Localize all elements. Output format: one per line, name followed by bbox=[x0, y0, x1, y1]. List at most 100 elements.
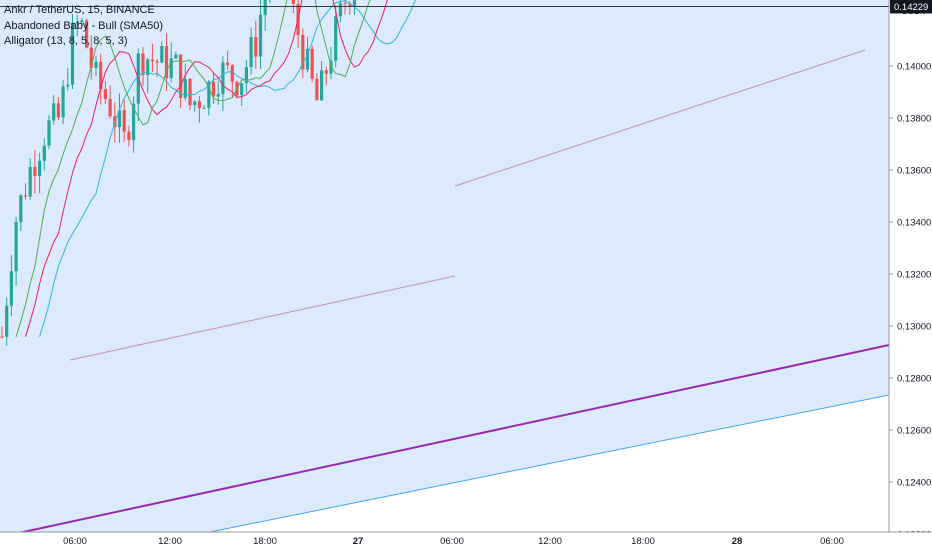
candle-body bbox=[19, 195, 23, 222]
candle-body bbox=[117, 110, 122, 128]
candle-body bbox=[23, 195, 28, 197]
candle-body bbox=[183, 79, 187, 98]
shaded-zone bbox=[0, 0, 889, 532]
trend-line-lower[interactable] bbox=[69, 275, 456, 361]
time-tick-label: 06:00 bbox=[820, 536, 844, 547]
candle-body bbox=[352, 0, 357, 6]
indicator-abandoned-baby-label: Abandoned Baby - Bull (SMA50) bbox=[4, 20, 163, 32]
candle-body bbox=[211, 81, 216, 97]
candle-body bbox=[169, 58, 173, 79]
price-tick-label: 0.14000 bbox=[897, 62, 931, 73]
alligator-jaw-line bbox=[39, 0, 417, 337]
price-tick-label: 0.13400 bbox=[897, 218, 931, 229]
candle-body bbox=[14, 221, 18, 272]
candle-body bbox=[9, 271, 13, 306]
candle-body bbox=[338, 3, 342, 17]
candle-body bbox=[47, 120, 51, 146]
alligator-lips-line bbox=[15, 0, 371, 337]
time-tick-label: 18:00 bbox=[631, 536, 655, 547]
candle-body bbox=[301, 34, 305, 70]
candle-body bbox=[103, 89, 107, 100]
candle-body bbox=[56, 103, 60, 118]
candle-body bbox=[305, 48, 310, 70]
candle-body bbox=[141, 53, 145, 76]
blue-trend-line[interactable] bbox=[209, 394, 890, 533]
time-tick-label: 18:00 bbox=[253, 536, 277, 547]
symbol-title: Ankr / TetherUS, 15, BINANCE bbox=[4, 4, 155, 16]
candle-body bbox=[52, 103, 56, 121]
candle-body bbox=[164, 46, 169, 79]
candle-body bbox=[263, 0, 267, 15]
time-tick-label: 28 bbox=[732, 536, 743, 547]
candle-body bbox=[146, 59, 150, 76]
candle-body bbox=[179, 54, 183, 98]
candle-body bbox=[174, 54, 178, 59]
candle-body bbox=[99, 61, 103, 90]
level-price-label: 0.14229 bbox=[894, 2, 928, 13]
trend-line-upper[interactable] bbox=[454, 49, 866, 187]
price-tick-label: 0.13600 bbox=[897, 166, 931, 177]
candle-body bbox=[188, 79, 192, 106]
purple-trend-line[interactable] bbox=[0, 344, 890, 538]
candle-body bbox=[89, 47, 93, 68]
candle-body bbox=[33, 166, 37, 176]
indicator-alligator-label: Alligator (13, 8, 5, 8, 5, 3) bbox=[4, 35, 128, 47]
time-axis-background bbox=[0, 532, 932, 550]
price-axis-background bbox=[889, 0, 932, 550]
candle-body bbox=[150, 59, 154, 62]
time-tick-label: 27 bbox=[353, 536, 364, 547]
candle-body bbox=[291, 0, 295, 4]
alligator-teeth-line bbox=[25, 0, 388, 337]
candle-body bbox=[244, 67, 248, 84]
candle-body bbox=[310, 48, 314, 79]
candle-body bbox=[75, 22, 79, 24]
candle-body bbox=[320, 70, 324, 101]
candle-body bbox=[94, 61, 98, 68]
time-tick-label: 12:00 bbox=[538, 536, 562, 547]
time-tick-label: 06:00 bbox=[63, 536, 87, 547]
candle-body bbox=[240, 83, 244, 96]
candle-body bbox=[348, 4, 352, 6]
candle-body bbox=[85, 20, 89, 48]
price-tick-label: 0.13000 bbox=[897, 322, 931, 333]
candle-body bbox=[132, 103, 136, 141]
price-tick-label: 0.12600 bbox=[897, 426, 931, 437]
candle-body bbox=[66, 84, 70, 87]
candle-body bbox=[28, 166, 32, 197]
candle-body bbox=[324, 70, 328, 74]
candle-body bbox=[61, 86, 65, 118]
candle-body bbox=[226, 62, 230, 66]
price-tick-label: 0.12800 bbox=[897, 374, 931, 385]
candle-body bbox=[197, 101, 201, 109]
candle-body bbox=[0, 336, 4, 338]
candle-body bbox=[122, 110, 126, 132]
candle-body bbox=[5, 305, 9, 337]
candle-body bbox=[343, 3, 347, 5]
price-tick-label: 0.13200 bbox=[897, 270, 931, 281]
candle-body bbox=[207, 81, 211, 108]
candle-body bbox=[334, 16, 338, 61]
candle-body bbox=[42, 145, 46, 161]
price-tick-label: 0.12400 bbox=[897, 478, 931, 489]
candle-body bbox=[127, 131, 131, 141]
candle-body bbox=[160, 46, 164, 63]
candle-body bbox=[249, 37, 253, 68]
level-price-badge bbox=[890, 0, 932, 14]
candle-body bbox=[202, 107, 206, 109]
candle-body bbox=[258, 14, 263, 57]
candle-body bbox=[155, 61, 159, 63]
candle-body bbox=[80, 20, 84, 23]
price-tick-label: 0.13800 bbox=[897, 114, 931, 125]
candle-body bbox=[254, 37, 258, 57]
candle-body bbox=[70, 22, 75, 85]
candle-body bbox=[230, 65, 234, 82]
candle-body bbox=[216, 94, 220, 97]
candle-body bbox=[315, 78, 319, 101]
time-tick-label: 12:00 bbox=[158, 536, 182, 547]
time-tick-label: 06:00 bbox=[440, 536, 464, 547]
candle-body bbox=[108, 99, 112, 117]
candle-body bbox=[221, 62, 225, 95]
candle-body bbox=[193, 101, 197, 106]
